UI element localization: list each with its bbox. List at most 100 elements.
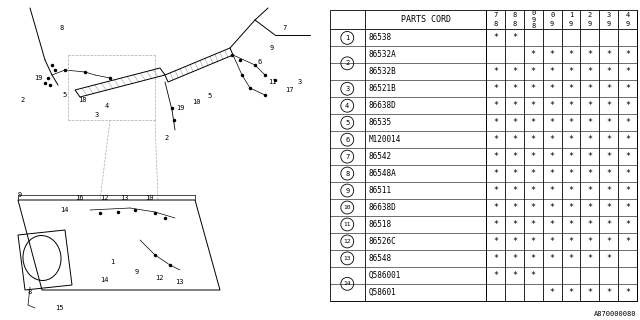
Text: *: * [493,203,498,212]
Text: *: * [493,84,498,93]
Text: *: * [606,118,611,127]
Text: *: * [588,50,592,59]
Text: *: * [606,169,611,178]
Text: 86521B: 86521B [368,84,396,93]
Text: 9: 9 [531,17,536,22]
Text: 8: 8 [513,21,516,28]
Text: *: * [550,118,555,127]
Text: 15: 15 [55,305,63,311]
Text: *: * [625,169,630,178]
Text: *: * [493,237,498,246]
Text: *: * [550,135,555,144]
Text: *: * [550,220,555,229]
Text: 2: 2 [164,135,168,141]
Text: 5: 5 [207,93,211,99]
Text: *: * [588,169,592,178]
Text: 86532B: 86532B [368,67,396,76]
Text: *: * [550,237,555,246]
Text: *: * [606,84,611,93]
Text: *: * [493,135,498,144]
Text: *: * [531,237,536,246]
Text: *: * [625,203,630,212]
Text: *: * [550,84,555,93]
Text: 86532A: 86532A [368,50,396,59]
Text: *: * [531,135,536,144]
Text: *: * [588,135,592,144]
Text: *: * [531,84,536,93]
Text: *: * [606,254,611,263]
Text: *: * [625,186,630,195]
Text: 13: 13 [175,279,184,285]
Text: *: * [588,152,592,161]
Text: *: * [550,152,555,161]
Text: 8: 8 [531,23,536,29]
Text: 8: 8 [60,25,64,31]
Text: 10: 10 [344,205,351,210]
Text: *: * [568,101,573,110]
Text: *: * [568,288,573,297]
Text: 10: 10 [145,195,154,201]
Text: 0: 0 [531,10,536,16]
Text: 3: 3 [607,12,611,18]
Text: *: * [568,135,573,144]
Text: 9: 9 [550,21,554,28]
Text: *: * [512,237,517,246]
Text: *: * [625,237,630,246]
Text: 1: 1 [345,35,349,41]
Text: *: * [550,288,555,297]
Text: *: * [625,220,630,229]
Text: *: * [512,271,517,280]
Text: 11: 11 [268,79,276,85]
Text: *: * [606,67,611,76]
Text: *: * [588,101,592,110]
Text: 4: 4 [105,103,109,109]
Text: *: * [531,271,536,280]
Text: *: * [550,203,555,212]
Text: 9: 9 [135,269,140,275]
Text: *: * [625,67,630,76]
Text: *: * [588,84,592,93]
Text: *: * [493,254,498,263]
Text: 9: 9 [18,192,22,198]
Text: *: * [606,203,611,212]
Text: *: * [512,84,517,93]
Text: *: * [568,84,573,93]
Text: *: * [531,186,536,195]
Text: *: * [550,67,555,76]
Text: *: * [493,220,498,229]
Text: *: * [512,169,517,178]
Text: 6: 6 [345,137,349,143]
Text: *: * [568,67,573,76]
Text: 18: 18 [78,97,86,103]
Text: 86526C: 86526C [368,237,396,246]
Text: *: * [606,50,611,59]
Text: 19: 19 [34,75,42,81]
Text: *: * [531,152,536,161]
Text: 7: 7 [282,25,286,31]
Text: *: * [606,237,611,246]
Text: 16: 16 [75,195,83,201]
Text: 13: 13 [120,195,129,201]
Text: *: * [493,33,498,42]
Text: *: * [588,288,592,297]
Text: *: * [568,203,573,212]
Text: *: * [550,169,555,178]
Text: 2: 2 [345,60,349,66]
Text: 11: 11 [344,222,351,227]
Text: *: * [625,135,630,144]
Text: 1: 1 [569,12,573,18]
Text: *: * [512,254,517,263]
Text: 19: 19 [176,105,184,111]
Text: 9: 9 [625,21,630,28]
Text: *: * [550,101,555,110]
Text: 86548: 86548 [368,254,391,263]
Text: *: * [625,84,630,93]
Text: *: * [568,50,573,59]
Text: 4: 4 [625,12,630,18]
Text: *: * [568,169,573,178]
Text: 12: 12 [344,239,351,244]
Text: 86638D: 86638D [368,203,396,212]
Text: *: * [625,101,630,110]
Text: 8: 8 [345,171,349,177]
Text: *: * [606,220,611,229]
